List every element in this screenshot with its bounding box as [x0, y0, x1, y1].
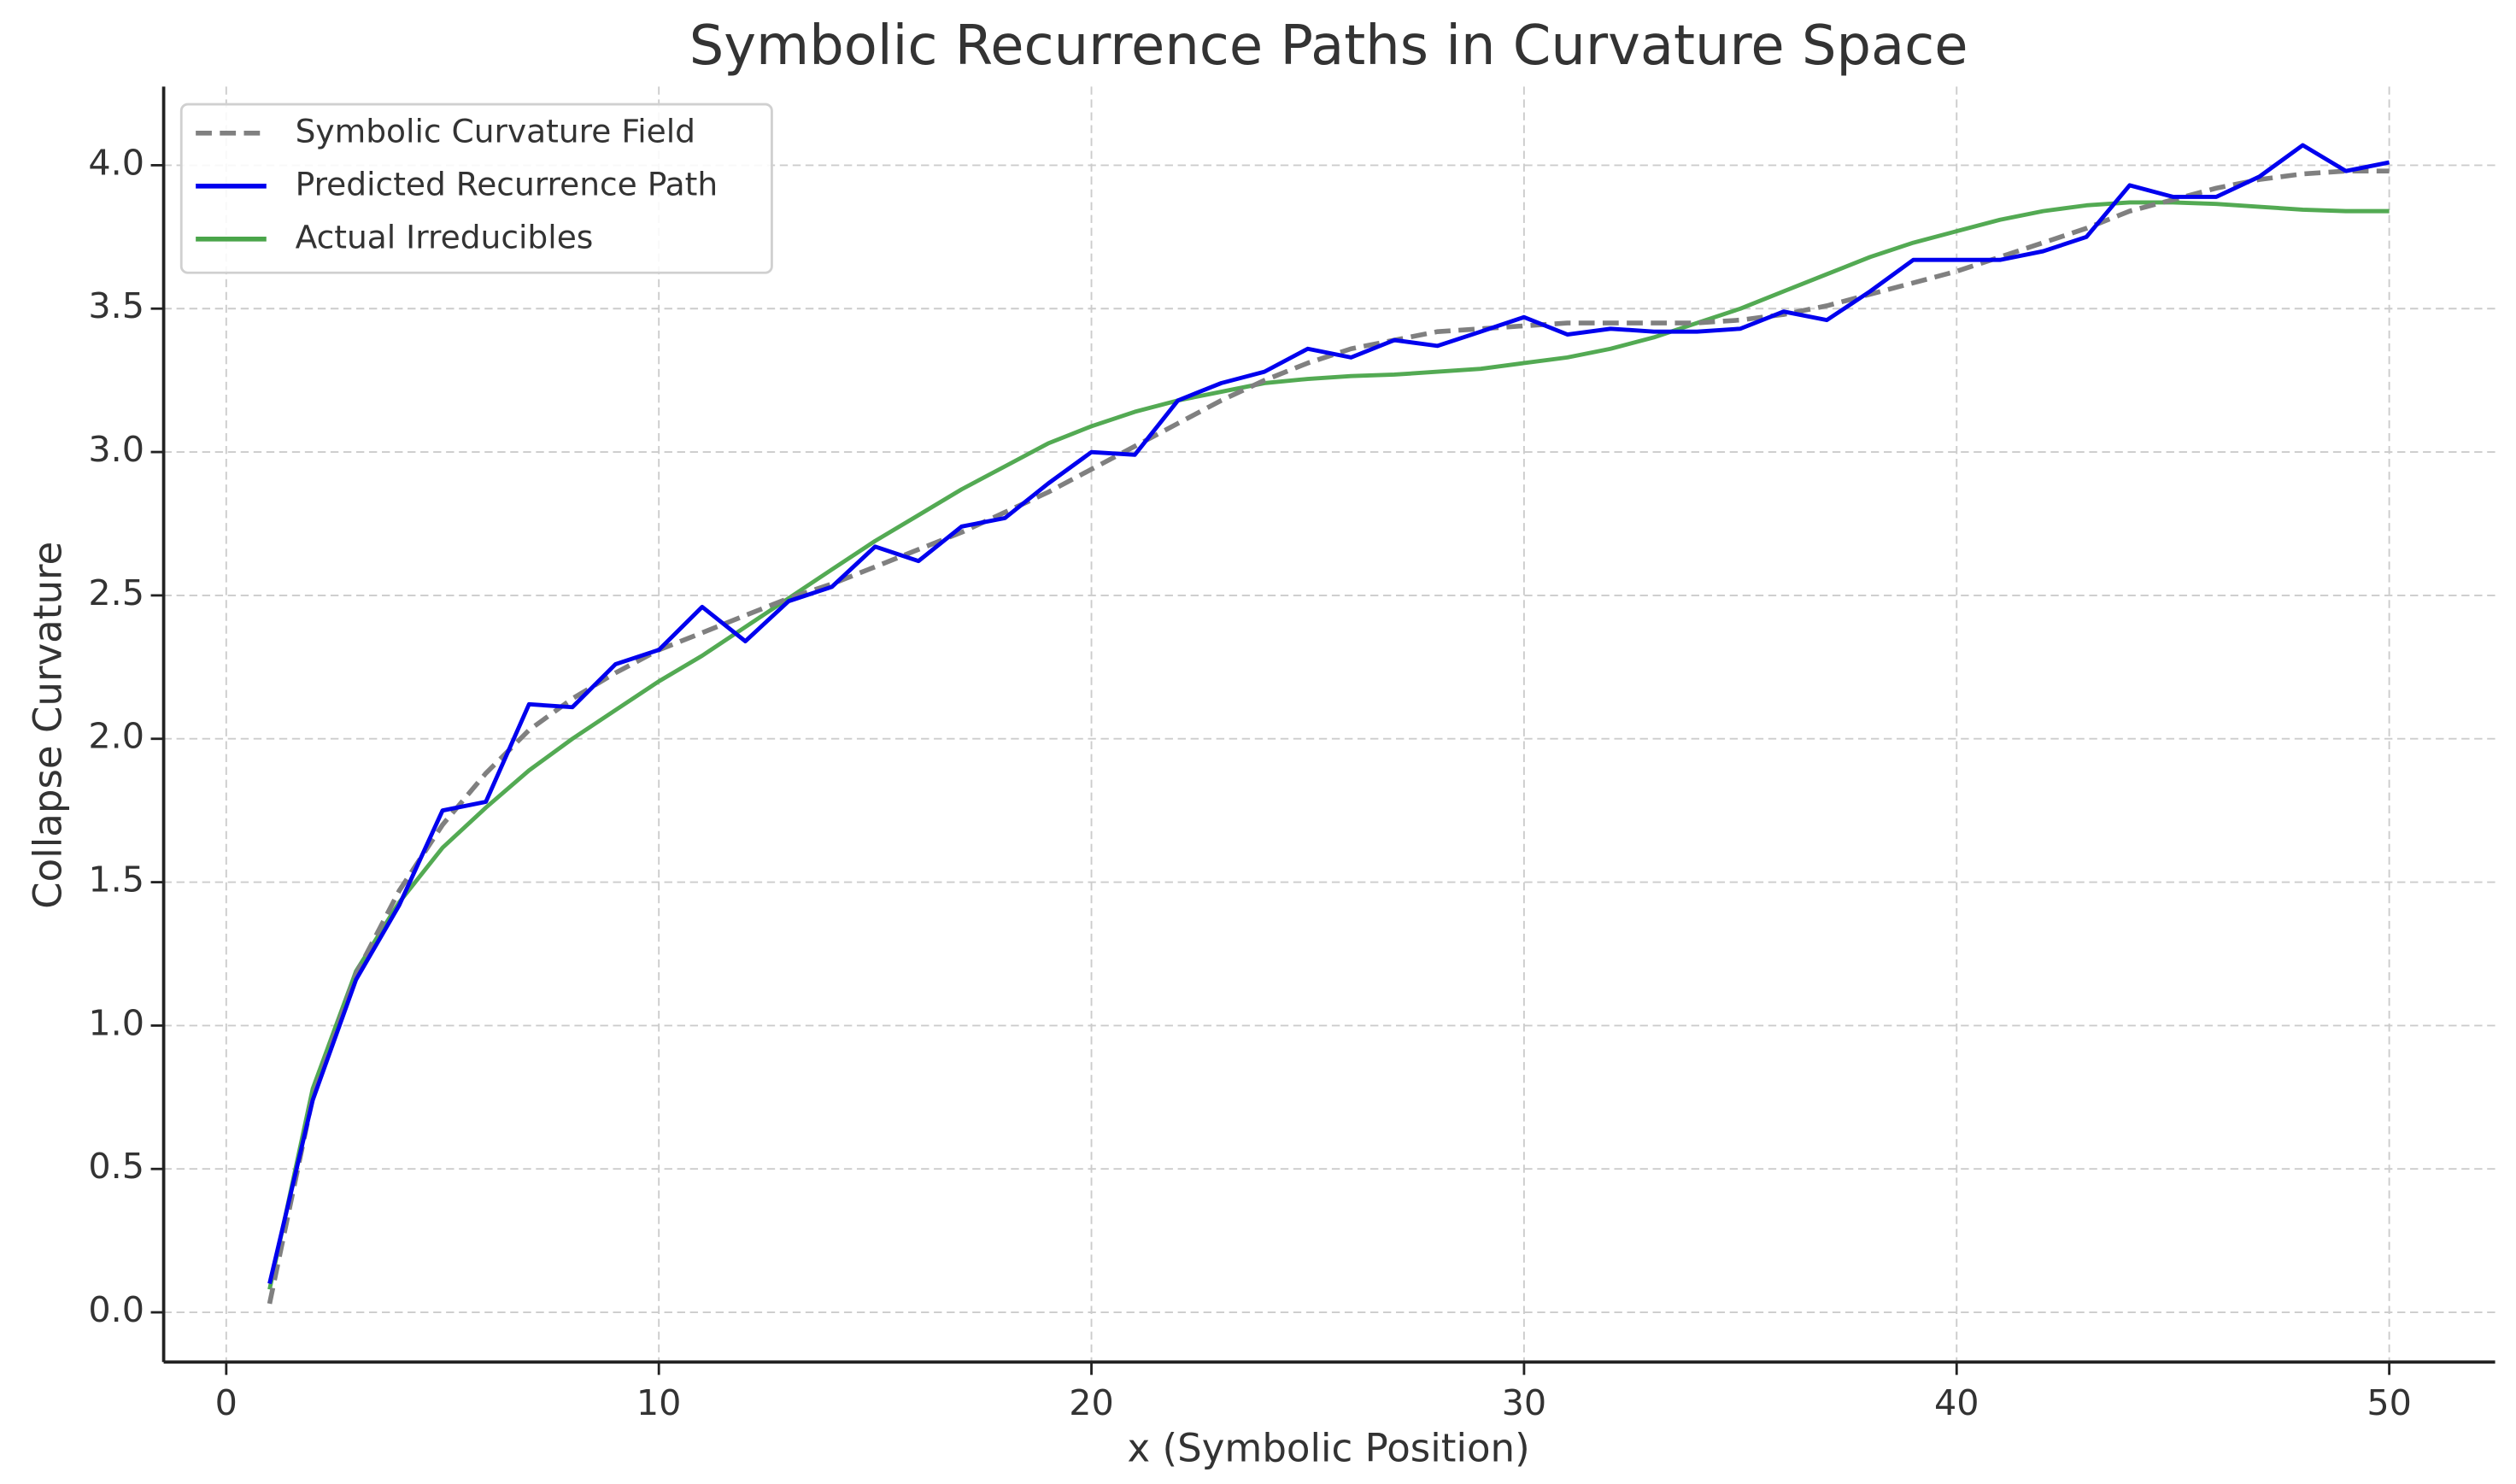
legend-label: Predicted Recurrence Path [296, 165, 718, 202]
x-tick-label: 20 [1069, 1382, 1114, 1423]
x-tick-label: 50 [2366, 1382, 2412, 1423]
y-axis-ticks: 0.0 0.5 1.0 1.5 2.0 2.5 3.0 3.5 4.0 [88, 142, 164, 1330]
y-tick-label: 3.0 [88, 429, 144, 470]
y-tick-label: 2.0 [88, 716, 144, 757]
x-axis-label: x (Symbolic Position) [1128, 1426, 1530, 1471]
actual-irreducibles-line [267, 200, 2390, 1290]
legend-box [179, 103, 773, 274]
y-tick-label: 2.5 [88, 572, 144, 613]
y-tick-label: 0.0 [88, 1289, 144, 1330]
symbolic-curvature-field-line [267, 168, 2390, 1305]
legend: Symbolic Curvature Field Predicted Recurr… [179, 103, 773, 274]
y-axis-label: Collapse Curvature [25, 542, 70, 909]
legend-label: Actual Irreducibles [296, 218, 594, 255]
y-tick-label: 1.0 [88, 1002, 144, 1043]
legend-label: Symbolic Curvature Field [296, 112, 695, 150]
y-tick-label: 1.5 [88, 859, 144, 900]
x-tick-label: 40 [1934, 1382, 1979, 1423]
x-tick-label: 10 [636, 1382, 682, 1423]
axes [161, 86, 2495, 1364]
y-tick-label: 4.0 [88, 142, 144, 183]
x-axis-ticks: 0 10 20 30 40 50 [215, 1362, 2412, 1423]
y-tick-label: 0.5 [88, 1146, 144, 1187]
predicted-recurrence-path-line [267, 143, 2390, 1285]
chart-title: Symbolic Recurrence Paths in Curvature S… [689, 15, 1968, 78]
x-tick-label: 0 [215, 1382, 238, 1423]
x-tick-label: 30 [1502, 1382, 1547, 1423]
y-tick-label: 3.5 [88, 285, 144, 326]
grid-lines [163, 86, 2495, 1363]
plot-series [267, 143, 2390, 1305]
